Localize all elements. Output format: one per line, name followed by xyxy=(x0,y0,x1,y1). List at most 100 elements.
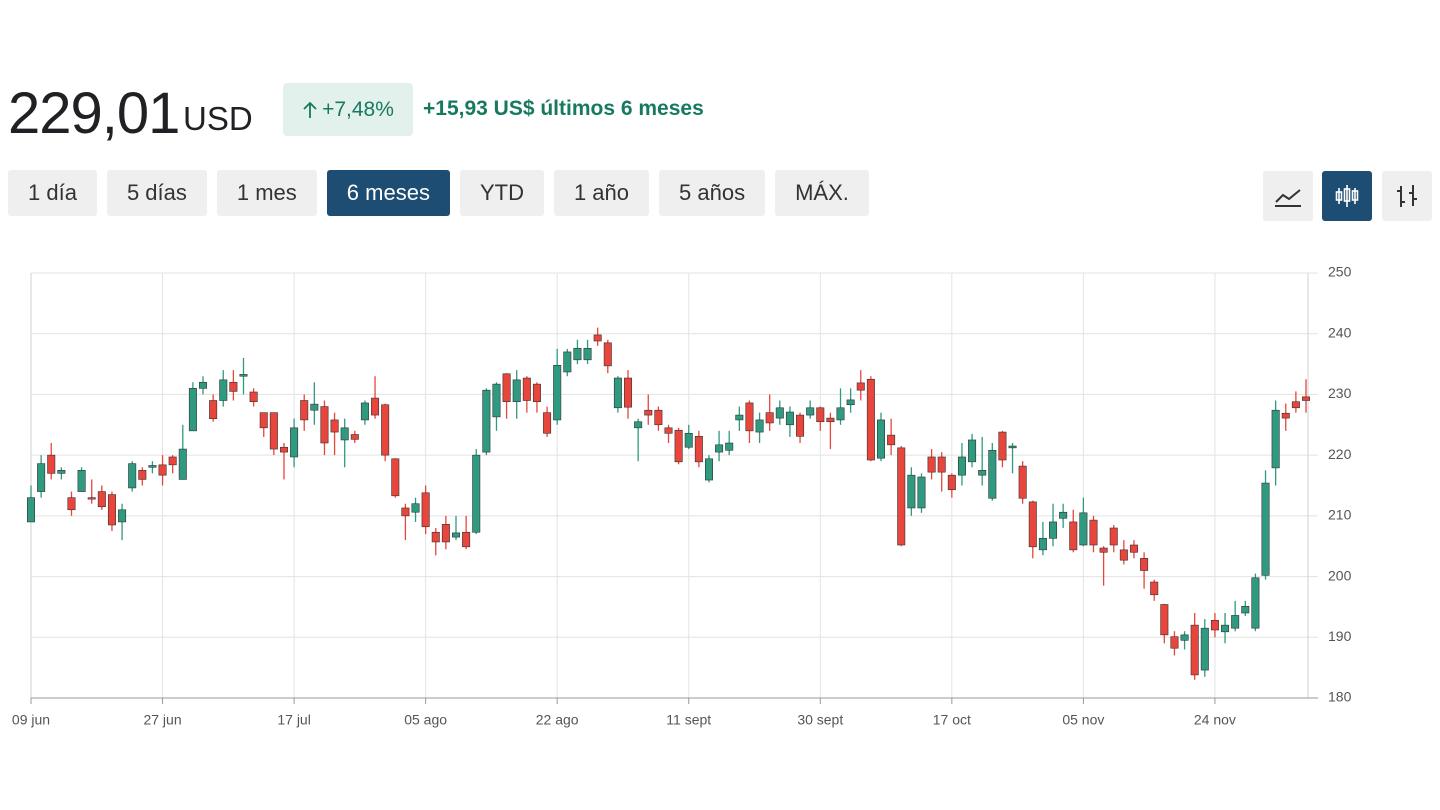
candle-body xyxy=(330,419,339,433)
candle-body xyxy=(239,374,248,377)
candle-body xyxy=(1018,465,1027,499)
candle-body xyxy=(1069,521,1078,551)
candle-body xyxy=(988,449,997,499)
x-tick-label: 17 jul xyxy=(277,712,310,728)
candle-body xyxy=(279,446,288,453)
ohlc-chart-button[interactable] xyxy=(1382,171,1432,221)
candle-body xyxy=(401,507,410,517)
change-badge: +7,48% xyxy=(283,83,413,136)
candle-body xyxy=(1079,512,1088,546)
candle-body xyxy=(1200,627,1209,671)
candle-body xyxy=(563,351,572,373)
candle-body xyxy=(249,391,258,403)
candle-body xyxy=(846,399,855,406)
candle-body xyxy=(168,456,177,466)
range-button[interactable]: MÁX. xyxy=(775,170,869,216)
candle-body xyxy=(1109,527,1118,546)
candle-body xyxy=(1302,396,1311,401)
range-button[interactable]: 6 meses xyxy=(326,170,450,216)
candle-body xyxy=(1089,519,1098,546)
candle-body xyxy=(492,383,501,418)
candle-body xyxy=(209,400,218,420)
candle-body xyxy=(583,347,592,361)
candle-body xyxy=(634,421,643,429)
candle-body xyxy=(1119,549,1128,561)
candle-body xyxy=(876,419,885,459)
currency: USD xyxy=(183,100,253,137)
candle-body xyxy=(1038,538,1047,551)
candle-body xyxy=(907,474,916,509)
candle-body xyxy=(1049,521,1058,539)
y-tick-label: 190 xyxy=(1328,628,1352,644)
candle-chart-button[interactable] xyxy=(1322,171,1372,221)
candle-body xyxy=(1261,482,1270,576)
range-button[interactable]: 1 día xyxy=(8,170,97,216)
candle-body xyxy=(1251,577,1260,629)
candle-body xyxy=(775,407,784,419)
candle-body xyxy=(1221,624,1230,633)
candle-body xyxy=(978,470,987,476)
candle-body xyxy=(573,347,582,361)
candle-body xyxy=(118,509,127,523)
y-tick-label: 230 xyxy=(1328,385,1352,401)
candle-body xyxy=(502,373,511,403)
candle-body xyxy=(937,456,946,473)
up-arrow xyxy=(303,101,317,118)
candle-body xyxy=(674,429,683,463)
range-button[interactable]: 5 días xyxy=(106,170,207,216)
candle-body xyxy=(320,406,329,444)
candle-body xyxy=(796,414,805,437)
line-chart-button[interactable] xyxy=(1263,171,1313,221)
candle-body xyxy=(37,463,46,492)
x-tick-label: 30 sept xyxy=(797,712,843,728)
x-tick-label: 11 sept xyxy=(666,712,711,728)
candle-body xyxy=(512,379,521,403)
candle-body xyxy=(644,409,653,416)
change-pct: +7,48% xyxy=(322,97,394,121)
range-button[interactable]: 1 mes xyxy=(216,170,317,216)
candle-body xyxy=(856,382,865,391)
y-tick-label: 210 xyxy=(1328,507,1352,523)
candle-body xyxy=(300,400,309,421)
candle-body xyxy=(148,465,157,468)
x-tick-label: 05 ago xyxy=(404,712,447,728)
candle-body xyxy=(188,388,197,432)
candle-body xyxy=(1180,634,1189,641)
candle-body xyxy=(704,458,713,481)
candle-body xyxy=(745,402,754,432)
candle-body xyxy=(1190,624,1199,676)
candle-body xyxy=(927,456,936,473)
range-button[interactable]: 1 año xyxy=(553,170,650,216)
candle-body xyxy=(725,442,734,451)
candle-body xyxy=(462,531,471,548)
candle-body xyxy=(472,454,481,533)
y-tick-label: 200 xyxy=(1328,567,1352,583)
candle-body xyxy=(1099,547,1108,553)
candle-body xyxy=(26,497,35,523)
candle-body xyxy=(735,414,744,421)
candle-body xyxy=(482,389,491,453)
range-button[interactable]: 5 años xyxy=(659,170,766,216)
candle-body xyxy=(664,427,673,434)
icon xyxy=(1335,185,1359,207)
range-button[interactable]: YTD xyxy=(459,170,544,216)
candle-body xyxy=(340,427,349,441)
candle-body xyxy=(1170,636,1179,649)
candle-body xyxy=(1241,606,1250,614)
candle-body xyxy=(715,444,724,453)
candle-body xyxy=(998,431,1007,461)
candle-body xyxy=(391,458,400,497)
candle-body xyxy=(87,497,96,500)
candle-body xyxy=(47,454,56,474)
change-text: +15,93 US$ últimos 6 meses xyxy=(423,97,704,120)
candle-body xyxy=(441,524,450,543)
candle-body xyxy=(421,492,430,528)
candle-body xyxy=(107,494,116,526)
candle-body xyxy=(836,407,845,421)
x-tick-label: 17 oct xyxy=(933,712,971,728)
y-tick-label: 240 xyxy=(1328,324,1352,340)
x-tick-label: 05 nov xyxy=(1062,712,1104,728)
candle-body xyxy=(765,412,774,424)
candle-body xyxy=(219,379,228,401)
